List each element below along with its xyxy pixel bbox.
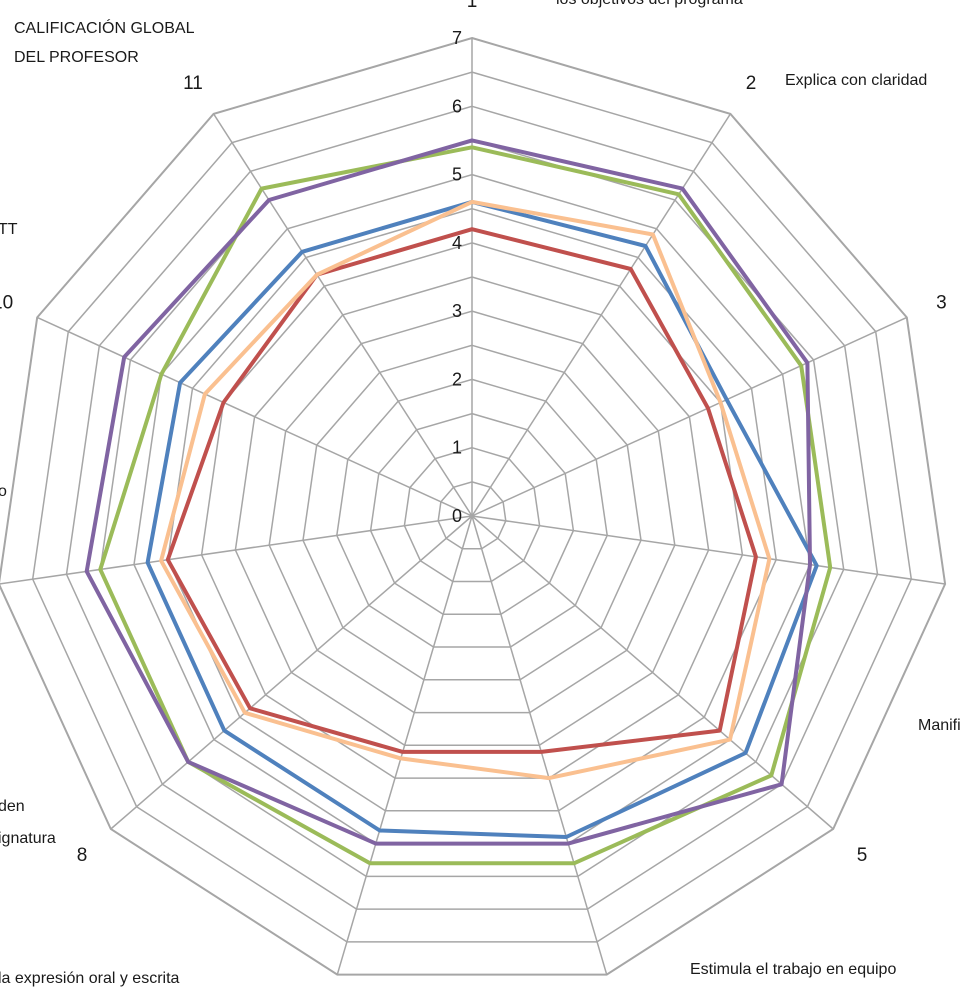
category-label: 6: [612, 1002, 623, 1004]
grid-ring: [403, 446, 541, 583]
grid-spoke: [0, 515, 473, 585]
annotation-estimula: Estimula el trabajo en equipo: [690, 961, 896, 978]
annotation-explica: Explica con claridad: [785, 72, 927, 89]
radial-tick-labels: 0 1 2 3 4 5 6 7: [452, 28, 462, 526]
category-label: 1: [467, 0, 478, 12]
annotation-manifi: Manifi: [918, 717, 961, 734]
annotation-expresion: la expresión oral y escrita: [0, 970, 180, 987]
annotation-tt: TT: [0, 221, 18, 238]
series-line-3: [98, 145, 833, 866]
category-label: 8: [77, 845, 88, 866]
grid-ring: [302, 344, 642, 681]
grid-spoke: [471, 515, 834, 830]
grid-ring: [336, 378, 608, 648]
category-label: 11: [183, 73, 203, 94]
grid-spoke: [36, 316, 473, 517]
grid-spoke: [471, 316, 908, 517]
annotation-objetivos: los objetivos del programa: [556, 0, 743, 8]
tick-label: 5: [452, 165, 462, 185]
tick-label: 6: [452, 96, 462, 116]
series-line-1: [165, 227, 758, 754]
annotation-calificacion: CALIFICACIÓN GLOBAL: [14, 18, 195, 37]
grid-spoke: [110, 515, 473, 830]
grid-ring: [167, 207, 777, 812]
annotation-profesor: DEL PROFESOR: [14, 49, 139, 66]
annotation-den: den: [0, 798, 25, 815]
category-label: 10: [0, 293, 13, 314]
grid-ring: [369, 412, 575, 616]
category-label: 3: [936, 293, 947, 314]
tick-label: 4: [452, 233, 462, 253]
grid-ring: [99, 139, 845, 878]
grid-spoke: [336, 515, 473, 975]
grid-spoke: [471, 515, 946, 585]
category-label: 5: [857, 845, 868, 866]
tick-label: 3: [452, 301, 462, 321]
series-line-2: [145, 199, 819, 839]
grid-ring: [437, 481, 507, 550]
radar-series: [84, 138, 833, 866]
tick-label: 0: [452, 506, 462, 526]
annotation-ignatura: ignatura: [0, 830, 56, 847]
grid-ring: [234, 276, 710, 747]
series-line-5: [159, 199, 772, 781]
grid-ring: [31, 71, 913, 943]
annotation-o: o: [0, 483, 7, 500]
grid-ring: [0, 36, 947, 976]
tick-label: 1: [452, 438, 462, 458]
radar-grid: [0, 36, 947, 976]
grid-spoke: [471, 113, 732, 517]
category-label: 7: [321, 1002, 332, 1004]
grid-spoke: [471, 515, 608, 975]
grid-ring: [65, 105, 879, 910]
grid-spoke: [212, 113, 473, 517]
tick-label: 2: [452, 369, 462, 389]
series-line-4: [84, 138, 812, 846]
tick-label: 7: [452, 28, 462, 48]
category-label: 2: [746, 73, 757, 94]
grid-ring: [268, 310, 676, 714]
grid-ring: [200, 242, 744, 779]
